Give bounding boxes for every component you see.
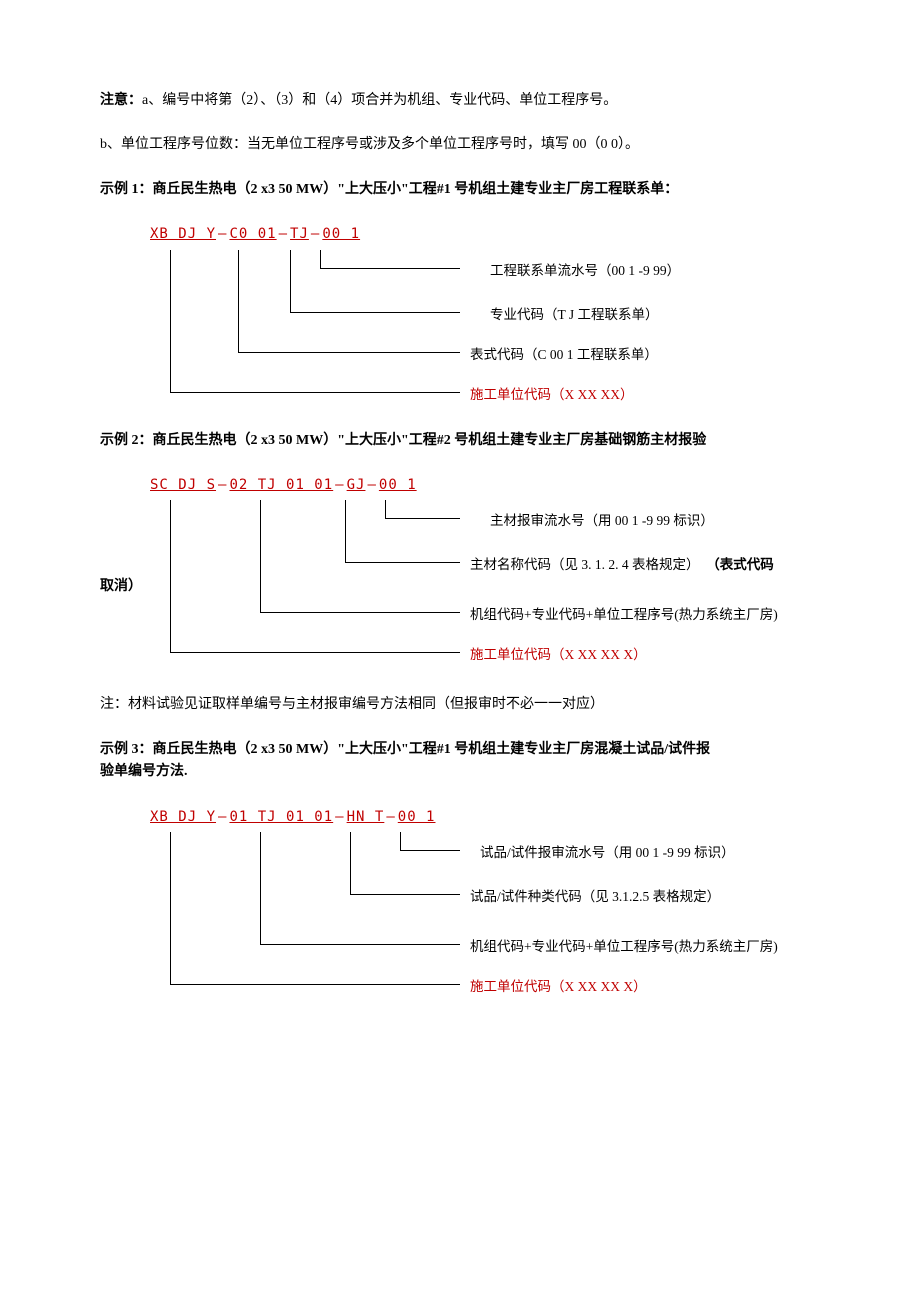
ex2-v4: [385, 500, 386, 518]
ex2-diagram: 主材报审流水号（用 00 1 -9 99 标识） 主材名称代码（见 3. 1. …: [150, 500, 820, 670]
ex2-title: 示例 2：商丘民生热电（2 x3 50 MW）"上大压小"工程#2 号机组土建专…: [100, 430, 820, 452]
ex3-seg4: 00 1: [398, 809, 436, 825]
ex3-v2: [260, 832, 261, 944]
ex1-label2: 专业代码（T J 工程联系单）: [490, 304, 659, 326]
ex3-seg2: 01 TJ 01 01: [229, 809, 333, 825]
ex2-seg1: SC DJ S: [150, 477, 216, 493]
ex2-seg2: 02 TJ 01 01: [229, 477, 333, 493]
ex2-h3: [260, 612, 460, 613]
ex3-code: XB DJ Y–01 TJ 01 01–HN T–00 1: [150, 806, 820, 828]
ex3-label2: 试品/试件种类代码（见 3.1.2.5 表格规定）: [470, 886, 720, 908]
ex3-label4: 施工单位代码（X XX XX X）: [470, 976, 647, 998]
ex3-label1: 试品/试件报审流水号（用 00 1 -9 99 标识）: [480, 842, 735, 864]
ex3-diagram: 试品/试件报审流水号（用 00 1 -9 99 标识） 试品/试件种类代码（见 …: [150, 832, 820, 1002]
ex3-v3: [350, 832, 351, 894]
ex1-label3: 表式代码（C 00 1 工程联系单）: [470, 344, 658, 366]
ex3-h4: [170, 984, 460, 985]
ex2-v1: [170, 500, 171, 652]
ex3-h2: [350, 894, 460, 895]
ex3-label3: 机组代码+专业代码+单位工程序号(热力系统主厂房): [470, 936, 778, 958]
ex3-h3: [260, 944, 460, 945]
ex3-seg3: HN T: [347, 809, 385, 825]
ex2-label2a: 主材名称代码（见 3. 1. 2. 4 表格规定） （表式代码: [470, 554, 774, 576]
ex1-v3: [290, 250, 291, 312]
ex2-h2: [345, 562, 460, 563]
ex1-h4: [170, 392, 460, 393]
ex3-v1: [170, 832, 171, 984]
ex1-h1: [320, 268, 460, 269]
ex2-label3: 机组代码+专业代码+单位工程序号(热力系统主厂房): [470, 604, 778, 626]
ex2-label4: 施工单位代码（X XX XX X）: [470, 644, 647, 666]
ex1-v4: [320, 250, 321, 268]
ex1-label1: 工程联系单流水号（00 1 -9 99）: [490, 260, 680, 282]
note-b: b、单位工程序号位数：当无单位工程序号或涉及多个单位工程序号时，填写 00（0 …: [100, 134, 820, 156]
ex1-seg2: C0 01: [229, 226, 276, 242]
ex3-title-a: 示例 3：商丘民生热电（2 x3 50 MW）"上大压小"工程#1 号机组土建专…: [100, 739, 820, 761]
ex2-h4: [170, 652, 460, 653]
ex1-seg1: XB DJ Y: [150, 226, 216, 242]
ex1-label4: 施工单位代码（X XX XX）: [470, 384, 634, 406]
ex3-h1: [400, 850, 460, 851]
ex1-diagram: 工程联系单流水号（00 1 -9 99） 专业代码（T J 工程联系单） 表式代…: [150, 250, 820, 410]
ex2-label1: 主材报审流水号（用 00 1 -9 99 标识）: [490, 510, 714, 532]
ex1-v2: [238, 250, 239, 352]
ex3-title-b: 验单编号方法.: [100, 761, 820, 783]
ex1-h2: [290, 312, 460, 313]
ex2-note: 注：材料试验见证取样单编号与主材报审编号方法相同（但报审时不必一一对应）: [100, 694, 820, 716]
ex1-seg4: 00 1: [322, 226, 360, 242]
ex3-v4: [400, 832, 401, 850]
ex3-seg1: XB DJ Y: [150, 809, 216, 825]
ex2-seg3: GJ: [347, 477, 366, 493]
ex1-code: XB DJ Y–C0 01–TJ–00 1: [150, 223, 820, 245]
ex1-h3: [238, 352, 460, 353]
ex2-label2c: 取消）: [100, 576, 142, 598]
note-a: 注意：a、编号中将第（2）、（3）和（4）项合并为机组、专业代码、单位工程序号。: [100, 90, 820, 112]
ex2-code: SC DJ S–02 TJ 01 01–GJ–00 1: [150, 474, 820, 496]
ex1-v1: [170, 250, 171, 392]
ex2-v2: [260, 500, 261, 612]
ex2-seg4: 00 1: [379, 477, 417, 493]
ex2-v3: [345, 500, 346, 562]
ex2-h1: [385, 518, 460, 519]
ex1-seg3: TJ: [290, 226, 309, 242]
ex1-title: 示例 1：商丘民生热电（2 x3 50 MW）"上大压小"工程#1 号机组土建专…: [100, 179, 820, 201]
